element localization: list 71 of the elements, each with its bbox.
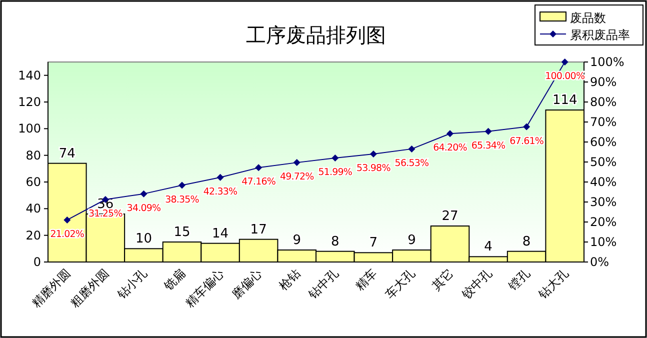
y2-tick-label: 40% [590, 175, 617, 189]
chart-title: 工序废品排列图 [246, 23, 386, 47]
data-label: 7 [369, 236, 378, 251]
y2-tick-label: 0% [590, 255, 610, 269]
data-label: 38.35% [165, 194, 200, 206]
y2-tick-label: 50% [590, 155, 617, 169]
data-label: 34.09% [126, 202, 161, 214]
x-tick-label: 铣扁 [160, 266, 188, 294]
x-tick-label: 镗孔 [505, 266, 533, 294]
x-tick-label: 铰中孔 [458, 266, 494, 302]
y2-tick-label: 100% [590, 55, 624, 69]
data-label: 4 [484, 240, 492, 255]
data-label: 9 [408, 233, 416, 248]
y-tick-label: 0 [33, 255, 41, 269]
data-label: 8 [331, 234, 340, 250]
y2-tick-label: 80% [590, 95, 617, 109]
point [408, 145, 416, 152]
y2-tick-label: 70% [590, 115, 617, 129]
point [293, 159, 300, 166]
legend-label: 废品数 [570, 11, 606, 25]
data-label: 47.16% [242, 176, 276, 188]
data-label: 17 [250, 222, 267, 238]
data-label: 9 [292, 233, 301, 248]
point [178, 182, 186, 189]
y-tick-label: 20 [26, 228, 41, 242]
y2-tick-label: 90% [590, 75, 617, 89]
point [140, 190, 148, 198]
data-label: 14 [212, 226, 229, 242]
x-tick-label: 枪钻 [276, 266, 303, 294]
data-label: 53.98% [356, 163, 391, 174]
data-label: 15 [174, 225, 190, 240]
x-tick-label: 磨偏心 [229, 266, 265, 302]
data-label: 64.20% [433, 142, 468, 154]
data-label: 27 [442, 209, 458, 224]
y2-tick-label: 30% [590, 195, 617, 209]
x-tick-label: 钻中孔 [305, 266, 342, 302]
y2-tick-label: 20% [590, 215, 617, 229]
point [561, 58, 568, 66]
point [523, 123, 530, 130]
y2-tick-label: 10% [590, 235, 617, 249]
y2-tick-label: 60% [590, 135, 617, 149]
data-label: 10 [135, 232, 152, 247]
data-label: 8 [522, 234, 531, 250]
point [255, 164, 262, 172]
data-label: 49.72% [280, 172, 314, 183]
x-tick-label: 钻小孔 [114, 266, 150, 302]
data-label: 21.02% [50, 228, 84, 240]
data-label: 74 [58, 146, 76, 162]
legend-label: 累积废品率 [570, 28, 630, 42]
y-tick-label: 40 [26, 202, 41, 216]
point [446, 130, 454, 138]
point [64, 216, 71, 224]
point [332, 154, 339, 162]
y-tick-label: 100 [18, 122, 41, 136]
data-label: 51.99% [318, 167, 352, 178]
x-tick-label: 精车 [352, 266, 380, 294]
data-label: 114 [552, 93, 578, 108]
point [216, 174, 224, 181]
data-label: 56.53% [394, 158, 429, 169]
y-tick-label: 120 [18, 95, 41, 109]
y-tick-label: 60 [26, 175, 41, 189]
point [370, 150, 377, 158]
y-tick-label: 80 [26, 148, 41, 162]
data-label: 42.33% [203, 186, 238, 198]
x-tick-label: 钻大孔 [534, 266, 571, 302]
x-tick-label: 其它 [429, 266, 456, 294]
data-label: 65.34% [471, 140, 506, 152]
point [484, 128, 492, 135]
x-tick-label: 车大孔 [382, 266, 418, 302]
y-tick-label: 140 [18, 68, 41, 82]
data-label: 67.61% [510, 136, 544, 147]
